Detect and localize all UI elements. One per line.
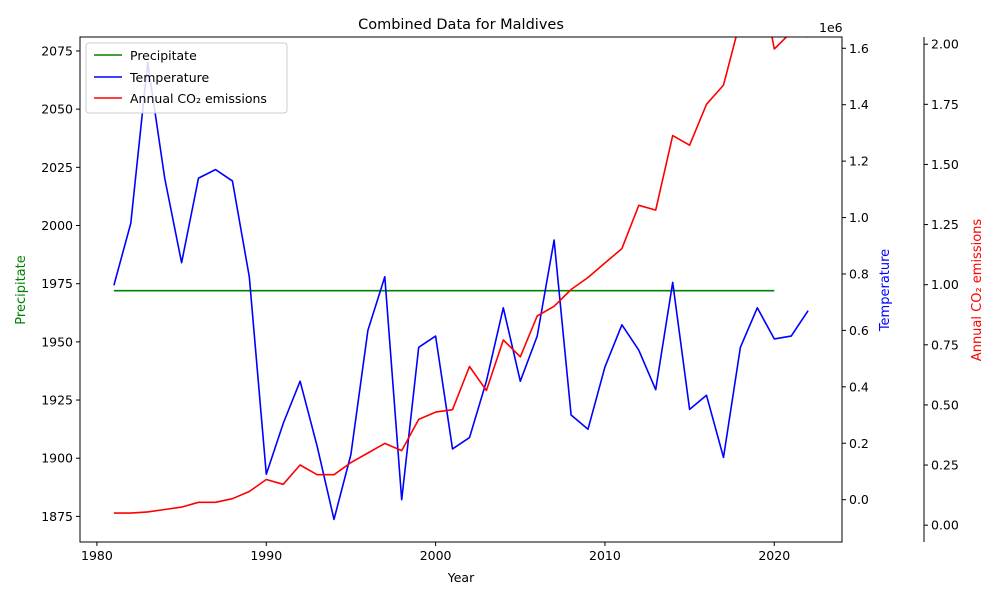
x-tick-label: 2000	[420, 548, 452, 563]
y-tick-label-temperature: 1.2	[849, 154, 869, 169]
y-tick-label-temperature: 0.4	[849, 379, 869, 394]
chart-title: Combined Data for Maldives	[358, 17, 564, 33]
series-layer	[113, 37, 809, 521]
y-axis-precipitate: 1875 1900 1925 1950 1975 2000 2025 2050 2075	[41, 43, 80, 524]
x-tick-label: 1980	[81, 548, 113, 563]
y-tick-label-temperature: 1.0	[849, 210, 869, 225]
legend: Precipitate Temperature Annual CO₂ emiss…	[85, 42, 288, 114]
y-tick-label-precipitate: 2075	[41, 43, 73, 58]
y-tick-label-precipitate: 2025	[41, 160, 73, 175]
y-tick-label-co2: 1.75	[931, 97, 959, 112]
legend-label-temperature: Temperature	[129, 70, 209, 85]
x-tick-label: 2020	[758, 548, 790, 563]
series-temperature-line	[113, 61, 809, 521]
y-tick-label-temperature: 0.0	[849, 492, 869, 507]
y-tick-label-co2: 1.25	[931, 217, 959, 232]
y-tick-label-precipitate: 1950	[41, 334, 73, 349]
x-axis: 1980 1990 2000 2010 2020	[81, 542, 790, 563]
legend-label-precipitate: Precipitate	[130, 48, 197, 63]
y-tick-label-temperature: 1.4	[849, 97, 869, 112]
y-tick-label-precipitate: 1900	[41, 451, 73, 466]
y-tick-label-co2: 0.50	[931, 397, 959, 412]
y-tick-label-co2: 1.50	[931, 157, 959, 172]
y-axis-label-co2: Annual CO₂ emissions	[970, 219, 985, 362]
y-tick-label-temperature: 1.6	[849, 41, 869, 56]
y-axis-co2: 0.00 0.25 0.50 0.75 1.00 1.25 1.50 1.75 2.00	[923, 37, 959, 542]
legend-box	[85, 42, 288, 114]
y-axis-temperature: 0.0 0.2 0.4 0.6 0.8 1.0 1.2 1.4 1.6	[842, 41, 869, 507]
y-tick-label-co2: 0.75	[931, 337, 959, 352]
series-co2-line	[113, 37, 809, 514]
y-tick-label-temperature: 0.2	[849, 436, 869, 451]
y-tick-label-precipitate: 2000	[41, 218, 73, 233]
y-tick-label-co2: 0.25	[931, 458, 959, 473]
y-tick-label-precipitate: 1925	[41, 393, 73, 408]
plot-frame	[79, 36, 843, 543]
y-axis-label-precipitate: Precipitate	[14, 255, 29, 324]
y-tick-label-co2: 2.00	[931, 37, 959, 52]
temperature-offset-text: 1e6	[819, 20, 843, 35]
y-tick-label-temperature: 0.6	[849, 323, 869, 338]
x-tick-label: 2010	[589, 548, 621, 563]
y-tick-label-precipitate: 1975	[41, 276, 73, 291]
y-tick-label-temperature: 0.8	[849, 266, 869, 281]
x-tick-label: 1990	[250, 548, 282, 563]
x-axis-label: Year	[447, 570, 475, 585]
y-axis-label-temperature: Temperature	[878, 249, 893, 332]
legend-label-co2: Annual CO₂ emissions	[130, 91, 267, 106]
y-tick-label-co2: 1.00	[931, 277, 959, 292]
y-tick-label-precipitate: 1875	[41, 509, 73, 524]
y-tick-label-precipitate: 2050	[41, 102, 73, 117]
y-tick-label-co2: 0.00	[931, 518, 959, 533]
